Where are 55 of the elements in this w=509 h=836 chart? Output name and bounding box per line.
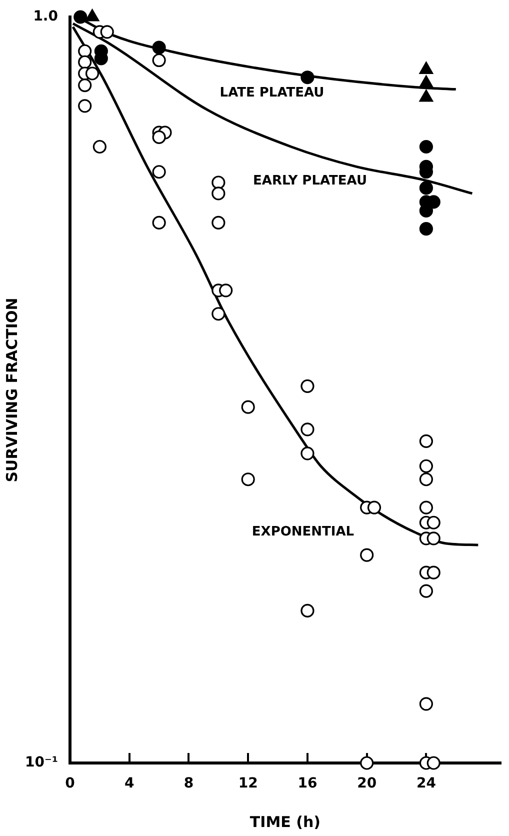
point [419,181,433,195]
point [426,566,440,580]
point [426,516,440,530]
point [360,756,374,770]
point [78,44,92,58]
x-tick-label: 20 [357,776,377,792]
annotation: LATE PLATEAU [220,85,324,100]
annotation: EXPONENTIAL [252,524,354,540]
point [152,165,166,179]
point [85,66,100,80]
point [212,186,226,200]
point [419,222,433,236]
point [212,216,226,230]
point [241,400,255,414]
x-tick-label: 8 [184,776,194,792]
x-axis-title: TIME (h) [250,812,321,831]
x-tick-label: 24 [416,776,436,792]
point [300,604,314,618]
point [152,53,166,68]
point [360,548,374,562]
point [74,10,88,24]
point [78,78,92,92]
point [300,446,314,460]
point [426,756,440,770]
point [300,422,314,436]
annotation: EARLY PLATEAU [253,173,367,188]
point [152,216,166,230]
point [78,55,92,69]
point [152,130,166,144]
point [78,99,92,113]
point [419,697,433,711]
point [152,40,166,54]
point [419,434,433,448]
point [419,140,433,154]
point [212,307,226,321]
point [300,379,314,393]
point [419,584,433,598]
point [426,532,440,546]
point [100,25,114,39]
y-axis-title: SURVIVING FRACTION [2,298,21,482]
point [241,472,255,486]
point [212,176,226,190]
x-tick-label: 16 [298,776,318,792]
y-tick-label: 1.0 [33,8,58,25]
point [367,500,382,514]
point [219,284,233,298]
point [419,472,433,486]
point [419,500,433,514]
point [300,70,314,84]
x-tick-label: 12 [238,776,258,792]
x-tick-label: 0 [65,776,76,792]
point [92,140,106,154]
x-tick-label: 4 [124,776,134,792]
y-tick-label: 10⁻¹ [24,754,58,771]
point [419,459,433,473]
